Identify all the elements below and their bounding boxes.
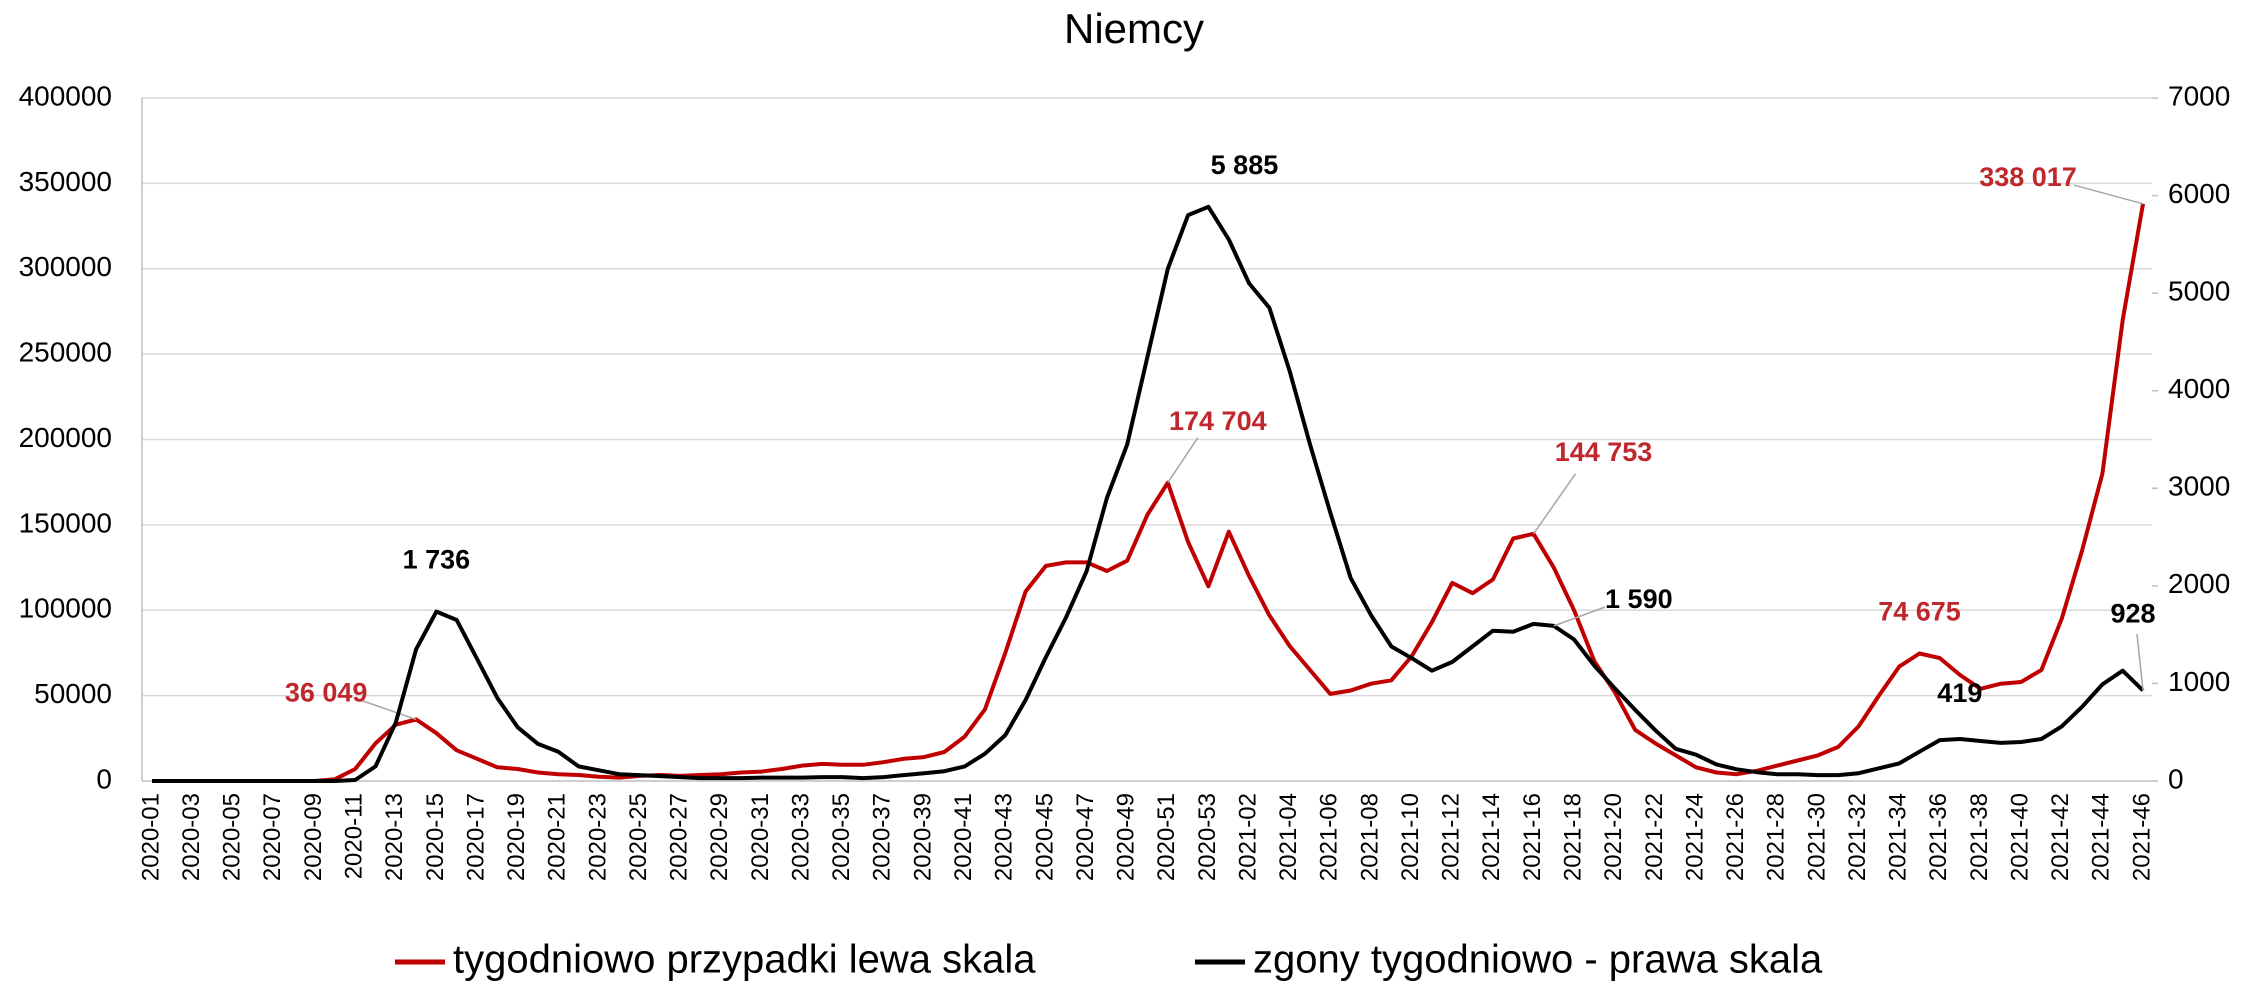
- y-tick-label: 200000: [19, 422, 112, 453]
- data-label: 144 753: [1555, 437, 1653, 467]
- x-tick-label: 2021-40: [2006, 793, 2033, 881]
- y2-tick-label: 4000: [2168, 373, 2230, 404]
- y2-tick-label: 5000: [2168, 276, 2230, 307]
- leader-line: [2136, 634, 2144, 691]
- x-tick-label: 2020-21: [544, 793, 571, 881]
- x-tick-label: 2020-31: [747, 793, 774, 881]
- x-tick-label: 2020-39: [909, 793, 936, 881]
- data-label: 338 017: [1979, 162, 2077, 192]
- x-tick-label: 2021-18: [1559, 793, 1586, 881]
- x-tick-label: 2021-30: [1803, 793, 1830, 881]
- y2-tick-label: 6000: [2168, 178, 2230, 209]
- leader-line: [1532, 473, 1577, 535]
- data-label: 36 049: [285, 678, 368, 708]
- series-line: [152, 204, 2145, 783]
- x-tick-label: 2020-35: [828, 793, 855, 881]
- x-tick-label: 2020-53: [1194, 793, 1221, 881]
- x-tick-label: 2021-08: [1356, 793, 1383, 881]
- x-tick-label: 2021-26: [1722, 793, 1749, 881]
- x-tick-label: 2020-09: [300, 793, 327, 881]
- x-tick-label: 2020-49: [1113, 793, 1140, 881]
- y-tick-label: 350000: [19, 166, 112, 197]
- x-tick-label: 2021-04: [1275, 793, 1302, 881]
- legend-label: zgony tygodniowo - prawa skala: [1253, 938, 1823, 982]
- data-label: 928: [2110, 599, 2155, 629]
- y2-tick-label: 2000: [2168, 568, 2230, 599]
- data-label: 419: [1937, 678, 1982, 708]
- y2-tick-label: 3000: [2168, 471, 2230, 502]
- x-tick-label: 2020-51: [1153, 793, 1180, 881]
- x-tick-label: 2021-16: [1519, 793, 1546, 881]
- legend-label: tygodniowo przypadki lewa skala: [453, 938, 1036, 982]
- x-tick-label: 2021-38: [1966, 793, 1993, 881]
- y2-tick-label: 1000: [2168, 666, 2230, 697]
- x-tick-label: 2020-25: [625, 793, 652, 881]
- x-tick-label: 2021-32: [1844, 793, 1871, 881]
- y2-tick-label: 7000: [2168, 80, 2230, 111]
- x-tick-label: 2020-47: [1072, 793, 1099, 881]
- x-tick-label: 2020-01: [137, 793, 164, 881]
- x-tick-label: 2020-07: [259, 793, 286, 881]
- x-tick-label: 2020-15: [422, 793, 449, 881]
- x-tick-label: 2021-46: [2128, 793, 2155, 881]
- y2-tick-label: 0: [2168, 763, 2184, 794]
- x-tick-label: 2020-43: [991, 793, 1018, 881]
- x-tick-label: 2021-02: [1234, 793, 1261, 881]
- data-label: 1 590: [1605, 584, 1673, 614]
- x-tick-label: 2021-10: [1397, 793, 1424, 881]
- chart-title: Niemcy: [1064, 5, 1204, 52]
- x-tick-label: 2020-11: [341, 793, 368, 879]
- x-tick-label: 2021-12: [1438, 793, 1465, 881]
- x-tick-label: 2020-19: [503, 793, 530, 881]
- x-tick-label: 2020-13: [381, 793, 408, 881]
- x-tick-label: 2020-27: [666, 793, 693, 881]
- x-tick-label: 2020-41: [950, 793, 977, 881]
- leader-line: [2073, 184, 2144, 205]
- x-tick-label: 2021-28: [1763, 793, 1790, 881]
- y-tick-label: 300000: [19, 251, 112, 282]
- x-tick-label: 2020-05: [219, 793, 246, 881]
- x-tick-label: 2021-36: [1925, 793, 1952, 881]
- x-tick-label: 2020-37: [869, 793, 896, 881]
- x-tick-label: 2021-22: [1641, 793, 1668, 881]
- leader-line: [361, 699, 417, 721]
- x-tick-label: 2021-20: [1600, 793, 1627, 881]
- y-tick-label: 50000: [34, 678, 112, 709]
- y-tick-label: 150000: [19, 507, 112, 538]
- leader-line: [1553, 606, 1606, 627]
- data-label: 74 675: [1878, 597, 1961, 627]
- x-tick-label: 2020-17: [462, 793, 489, 881]
- x-tick-label: 2021-42: [2047, 793, 2074, 881]
- x-tick-label: 2021-44: [2088, 793, 2115, 881]
- x-tick-label: 2020-45: [1031, 793, 1058, 881]
- series-line: [152, 203, 2145, 783]
- leader-line: [1167, 437, 1199, 484]
- y-tick-label: 250000: [19, 337, 112, 368]
- y-tick-label: 0: [96, 763, 112, 794]
- x-tick-label: 2021-14: [1478, 793, 1505, 881]
- data-label: 1 736: [403, 545, 471, 575]
- x-tick-label: 2021-24: [1681, 793, 1708, 881]
- x-tick-label: 2021-34: [1885, 793, 1912, 881]
- y-tick-label: 100000: [19, 593, 112, 624]
- x-tick-label: 2020-03: [178, 793, 205, 881]
- x-tick-label: 2020-33: [787, 793, 814, 881]
- data-label: 174 704: [1169, 406, 1267, 436]
- data-label: 5 885: [1211, 150, 1279, 180]
- x-tick-label: 2021-06: [1316, 793, 1343, 881]
- x-tick-label: 2020-23: [584, 793, 611, 881]
- y-tick-label: 400000: [19, 80, 112, 111]
- x-tick-label: 2020-29: [706, 793, 733, 881]
